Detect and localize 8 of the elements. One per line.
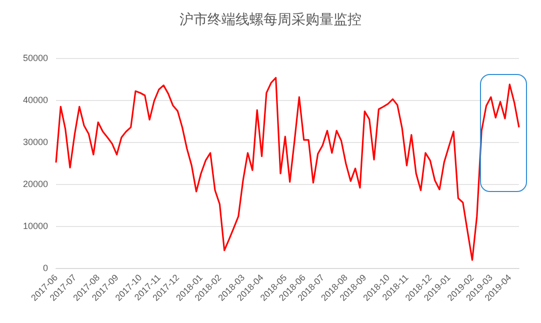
y-tick-label: 10000 (22, 221, 48, 231)
y-tick-label: 20000 (22, 179, 48, 189)
y-tick-label: 50000 (22, 53, 48, 63)
y-tick-label: 30000 (22, 137, 48, 147)
y-tick-label: 0 (42, 263, 48, 273)
y-tick-label: 40000 (22, 95, 48, 105)
chart-title: 沪市终端线螺每周采购量监控 (180, 12, 362, 28)
line-series (55, 76, 520, 261)
